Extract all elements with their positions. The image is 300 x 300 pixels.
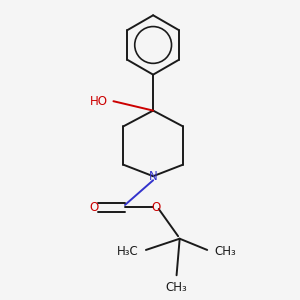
Text: CH₃: CH₃: [166, 281, 188, 294]
Text: N: N: [149, 170, 158, 183]
Text: HO: HO: [90, 95, 108, 108]
Text: H₃C: H₃C: [117, 245, 139, 258]
Text: O: O: [152, 201, 161, 214]
Text: CH₃: CH₃: [214, 245, 236, 258]
Text: O: O: [89, 201, 98, 214]
